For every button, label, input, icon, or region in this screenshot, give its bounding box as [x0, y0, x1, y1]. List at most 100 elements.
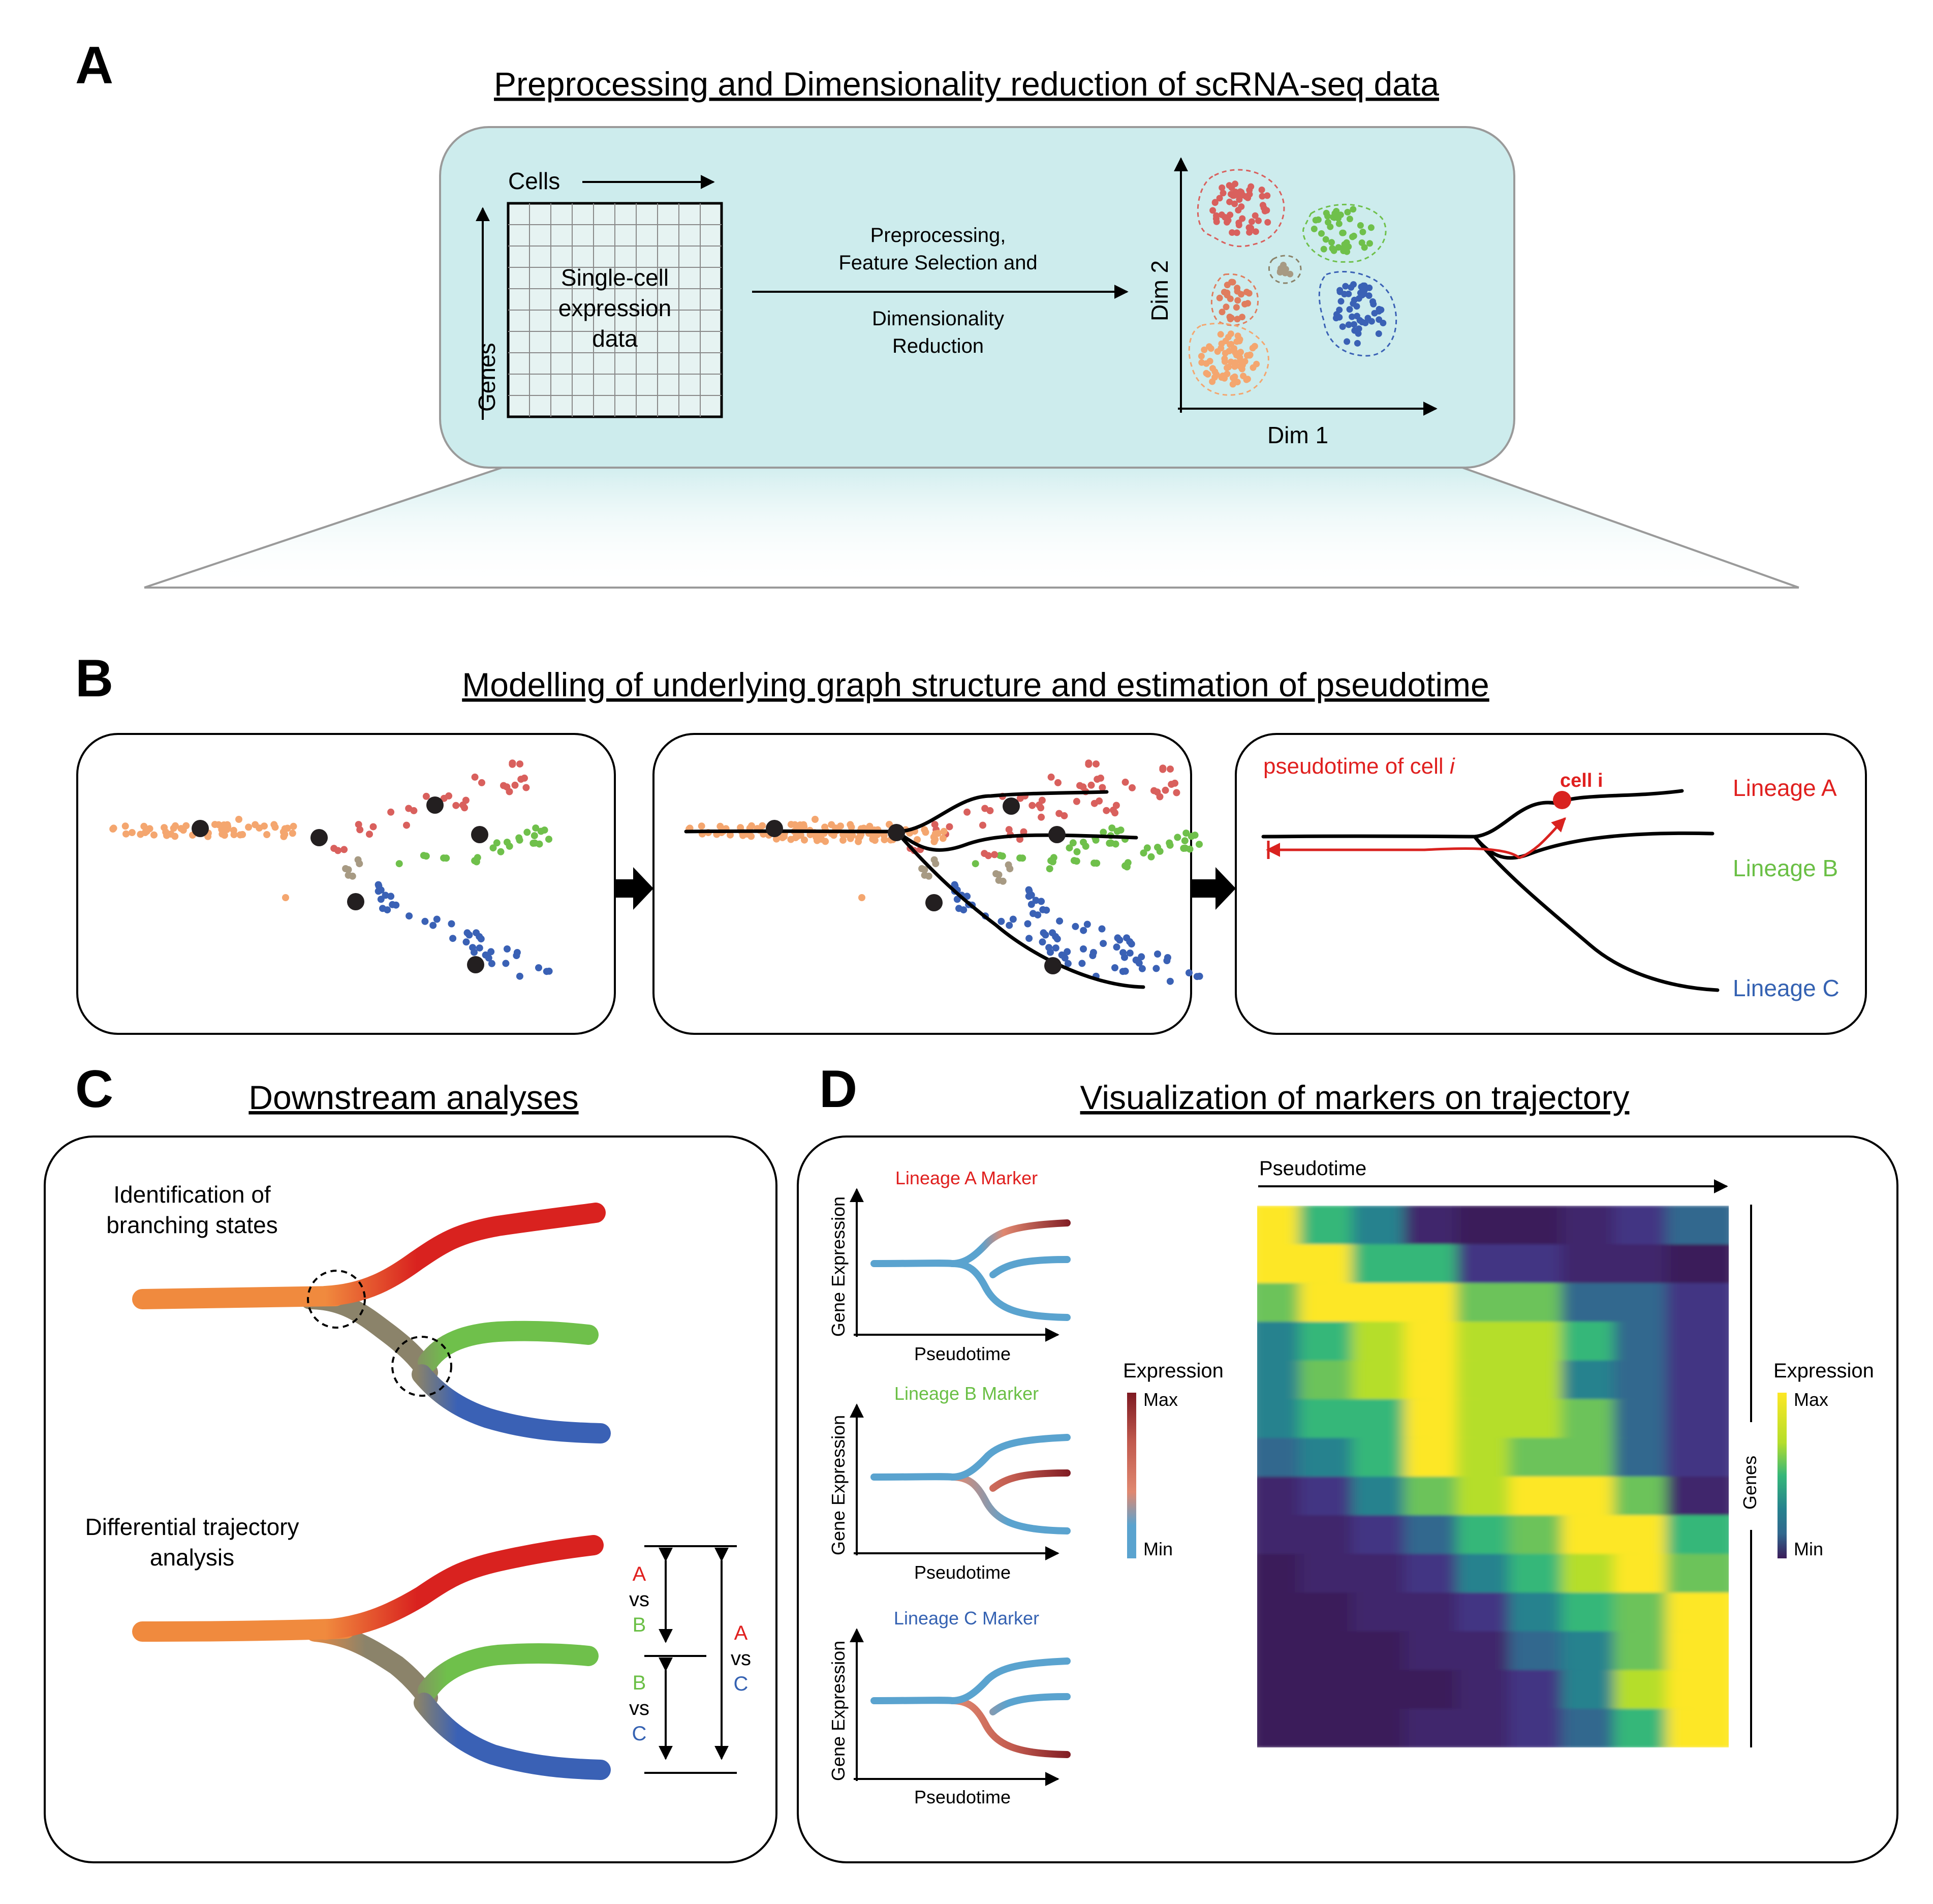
- cluster-point: [1237, 349, 1244, 356]
- cell-point: [1138, 953, 1145, 961]
- cell-point: [290, 822, 297, 830]
- cell-point: [1016, 794, 1024, 802]
- cell-point: [405, 805, 413, 812]
- cluster-point: [1312, 217, 1319, 224]
- cell-point: [535, 964, 542, 971]
- cell-point: [221, 832, 228, 839]
- cell-point: [476, 933, 483, 940]
- cell-point: [489, 844, 497, 852]
- pseudotime-label-text: pseudotime of cell: [1263, 754, 1450, 779]
- panel-b-box-3: [1235, 733, 1867, 1035]
- cell-point: [1140, 849, 1147, 857]
- cluster-point: [1232, 180, 1238, 188]
- cluster-point: [1337, 298, 1345, 305]
- cell-point: [1162, 786, 1169, 794]
- panel-b-letter: B: [75, 649, 113, 708]
- cell-point: [488, 960, 495, 967]
- cell-point: [1047, 948, 1054, 956]
- cell-point: [773, 835, 780, 843]
- cell-point: [1097, 774, 1104, 782]
- cell-point: [493, 839, 501, 847]
- branch-point-circle-2: [391, 1336, 452, 1397]
- cluster-point: [1234, 316, 1241, 323]
- cluster-outline-blue: [1318, 270, 1397, 357]
- cell-point: [271, 823, 279, 831]
- cluster-point: [1361, 244, 1368, 251]
- cell-point: [849, 832, 856, 839]
- legend-left-title: Expression: [1123, 1360, 1224, 1382]
- cluster-point: [1362, 319, 1369, 326]
- matrix-text-3: data: [592, 325, 638, 352]
- cell-point: [1039, 906, 1047, 913]
- cell-point: [177, 825, 185, 833]
- cluster-point: [1344, 338, 1351, 345]
- cell-point: [1047, 857, 1055, 865]
- cell-point: [925, 872, 932, 880]
- cell-point: [506, 788, 513, 795]
- zoom-edge-right: [1462, 467, 1799, 589]
- cell-point: [1006, 922, 1013, 929]
- cell-point: [239, 831, 246, 838]
- heatmap-cells: [1257, 1206, 1729, 1747]
- heatmap-cell: [1666, 1360, 1729, 1400]
- cell-point: [1056, 917, 1064, 925]
- cluster-point: [1287, 270, 1294, 278]
- panel-c-title: Downstream analyses: [248, 1079, 578, 1116]
- cell-point: [1054, 779, 1062, 786]
- heatmap-cell: [1666, 1437, 1729, 1477]
- cell-point: [1073, 797, 1080, 805]
- cluster-point: [1214, 348, 1221, 355]
- legend-left-max: Max: [1143, 1389, 1178, 1410]
- marker-c-ylabel: Gene Expression: [828, 1641, 849, 1781]
- marker-a-xlabel: Pseudotime: [914, 1343, 1011, 1364]
- matrix-text-2: expression: [558, 295, 671, 321]
- cluster-point: [1226, 348, 1233, 355]
- cell-point: [716, 822, 724, 830]
- cell-point: [516, 760, 523, 768]
- cluster-point: [1337, 211, 1344, 219]
- step-arrow-1: [616, 867, 653, 910]
- cluster-point: [1350, 281, 1357, 288]
- cluster-point: [1375, 330, 1382, 337]
- arrow-text-3: Dimensionality: [872, 308, 1004, 330]
- cell-point: [922, 828, 929, 836]
- cluster-point: [1236, 337, 1243, 345]
- marker-b-ylabel: Gene Expression: [828, 1415, 849, 1555]
- cell-point: [375, 887, 382, 895]
- dim1-label: Dim 1: [1267, 422, 1328, 448]
- cell-point: [1166, 841, 1174, 849]
- cell-point: [1196, 972, 1203, 980]
- cell-point: [1090, 800, 1098, 807]
- cell-point: [995, 871, 1003, 878]
- cell-point: [1167, 765, 1174, 773]
- cluster-point: [1219, 309, 1226, 316]
- cluster-point: [1226, 182, 1233, 189]
- cell-point: [421, 917, 429, 925]
- cell-point: [122, 830, 130, 838]
- cell-point: [963, 808, 971, 816]
- cell-point: [282, 894, 289, 901]
- cell-point: [737, 824, 744, 832]
- cell-point: [541, 826, 548, 834]
- cluster-point: [1339, 229, 1346, 236]
- cell-point: [921, 866, 928, 873]
- cell-point: [792, 834, 799, 841]
- cell-point: [1032, 897, 1040, 904]
- cluster-point: [1239, 361, 1246, 368]
- cluster-point: [1229, 381, 1236, 388]
- marker-b-xlabel: Pseudotime: [914, 1562, 1011, 1583]
- cluster-point: [1225, 333, 1232, 341]
- zoom-edge-left: [144, 467, 503, 589]
- branch-segment-orange: [132, 1286, 346, 1309]
- cell-point: [440, 794, 448, 802]
- cluster-point: [1367, 224, 1375, 231]
- cluster-point: [1211, 368, 1219, 375]
- cell-point: [141, 829, 149, 836]
- cell-point: [289, 830, 296, 837]
- panel-c-letter: C: [75, 1060, 113, 1119]
- cell-point: [1180, 845, 1188, 852]
- branch-segment-green: [418, 1320, 599, 1372]
- cell-point: [848, 823, 855, 831]
- branching-label-2: branching states: [106, 1212, 278, 1238]
- cluster-point: [1366, 240, 1373, 247]
